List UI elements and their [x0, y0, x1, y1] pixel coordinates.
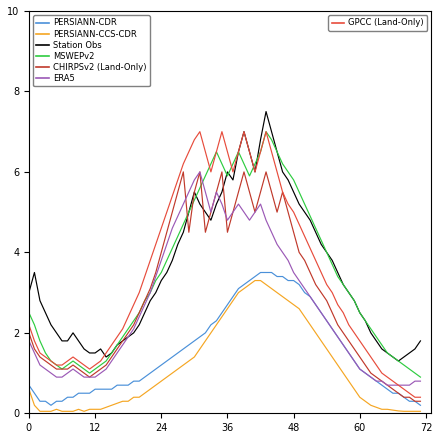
- Legend: GPCC (Land-Only): GPCC (Land-Only): [328, 15, 427, 31]
